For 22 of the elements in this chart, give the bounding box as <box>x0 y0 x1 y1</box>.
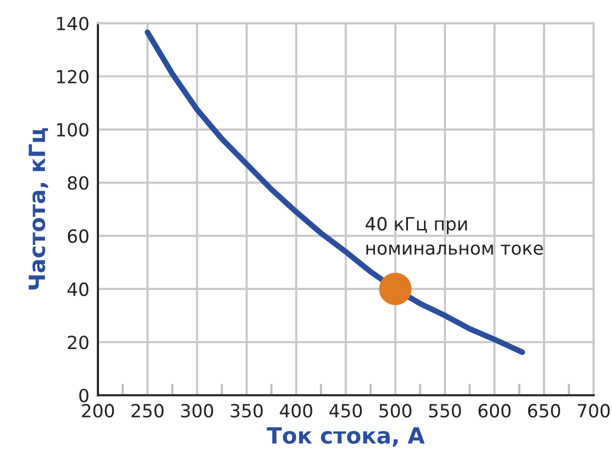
x-tick-label: 600 <box>478 404 511 418</box>
y-tick-label: 60 <box>68 229 88 243</box>
y-axis-title: Частота, кГц <box>28 128 48 290</box>
x-tick-label: 350 <box>230 404 263 418</box>
x-tick-label: 500 <box>380 404 412 418</box>
y-tick-label: 120 <box>57 70 88 84</box>
y-tick-label: 40 <box>67 282 88 296</box>
x-tick-label: 550 <box>429 404 461 418</box>
x-tick-label: 400 <box>280 404 312 418</box>
x-tick-label: 450 <box>329 404 362 418</box>
y-tick-label: 140 <box>57 16 88 30</box>
y-tick-label: 20 <box>68 336 88 350</box>
x-tick-label: 250 <box>132 404 164 418</box>
x-axis-title: Ток стока, А <box>266 427 425 447</box>
x-tick-label: 200 <box>82 404 114 418</box>
y-tick-label: 0 <box>79 388 88 402</box>
y-tick-label: 80 <box>68 176 88 190</box>
annotation: 40 кГц при номинальном токе <box>366 216 543 255</box>
x-tick-label: 650 <box>528 404 560 418</box>
x-tick-label: 700 <box>578 404 610 418</box>
y-tick-label: 100 <box>57 122 88 137</box>
x-tick-label: 300 <box>181 404 214 418</box>
